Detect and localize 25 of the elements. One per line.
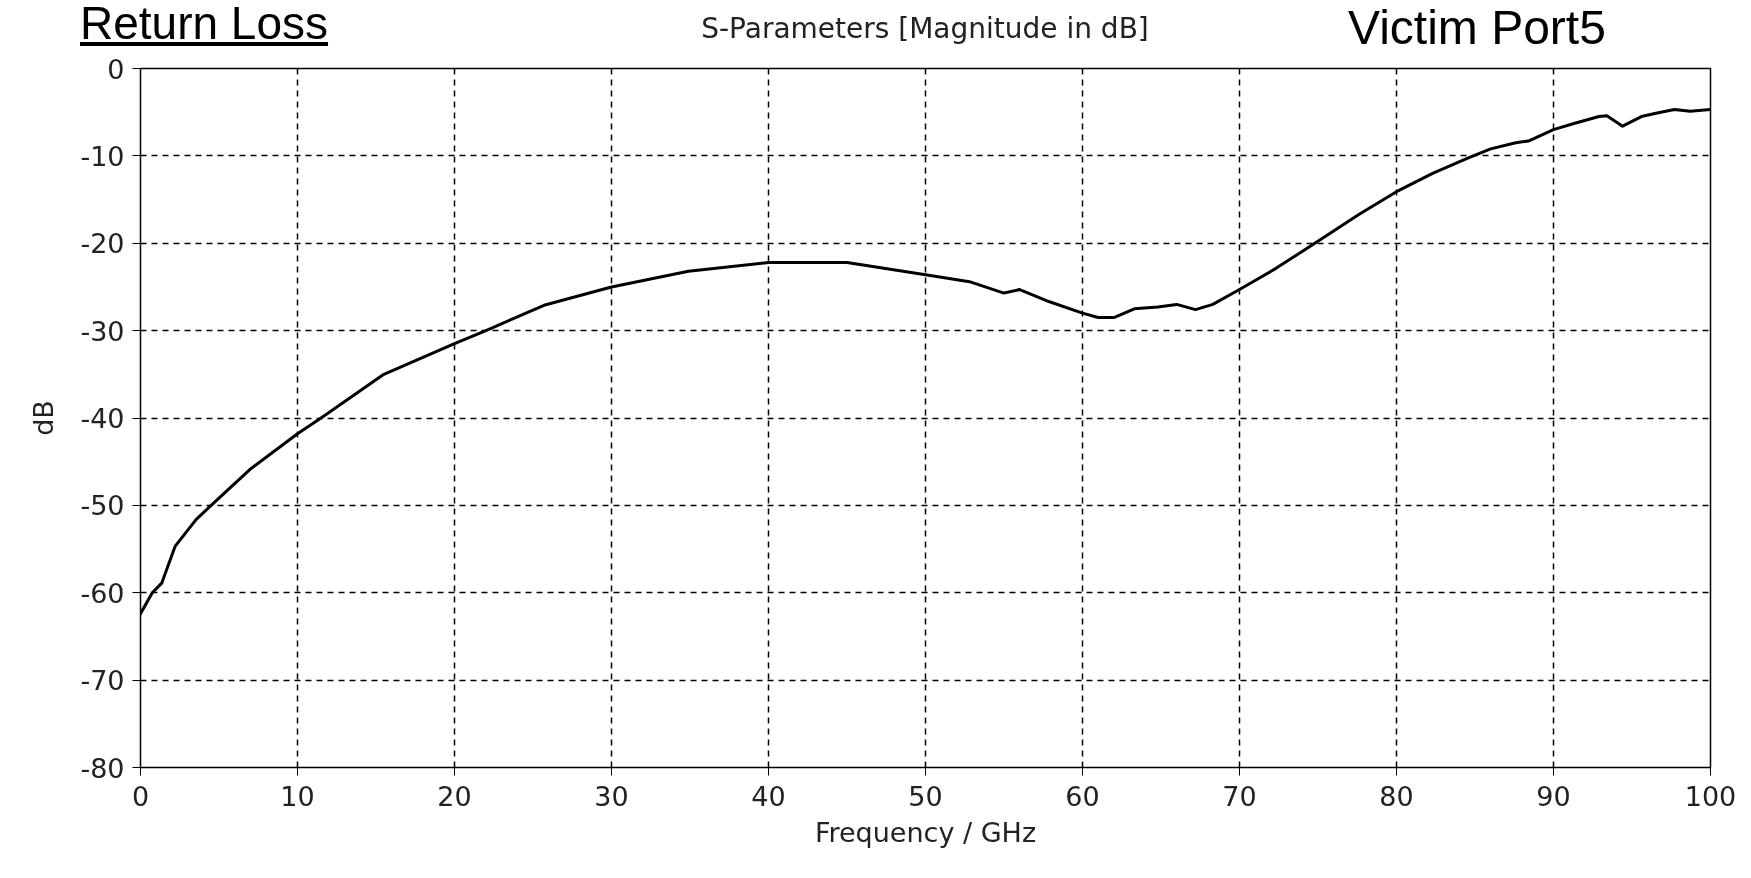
y-tick-label: -50 <box>80 490 125 522</box>
x-tick-label: 70 <box>1222 780 1257 812</box>
x-tick-label: 60 <box>1065 780 1100 812</box>
x-tick-label: 20 <box>437 780 472 812</box>
x-tick-label: 80 <box>1379 780 1414 812</box>
y-tick-label: 0 <box>107 53 125 85</box>
x-tick-label: 40 <box>751 780 786 812</box>
y-tick-label: -60 <box>80 577 125 609</box>
text: Victim Port5 <box>1348 1 1606 55</box>
y-tick-label: -10 <box>80 140 125 172</box>
y-tick-label: -70 <box>80 665 125 697</box>
x-tick-label: 10 <box>280 780 315 812</box>
text: Return Loss <box>80 0 329 49</box>
x-tick-label: 0 <box>131 780 150 812</box>
x-tick-label: 50 <box>908 780 943 812</box>
x-tick-label: 90 <box>1536 780 1571 812</box>
x-tick-label: 100 <box>1684 780 1737 812</box>
y-axis-title: dB <box>28 400 60 436</box>
y-tick-label: -80 <box>80 752 125 784</box>
x-axis-title: Frequency / GHz <box>814 816 1037 848</box>
y-tick-label: -40 <box>80 403 125 434</box>
y-tick-label: -30 <box>80 315 125 347</box>
y-tick-label: -20 <box>80 228 125 260</box>
x-tick-label: 30 <box>594 780 629 812</box>
chart-title: S-Parameters [Magnitude in dB] <box>701 12 1149 45</box>
